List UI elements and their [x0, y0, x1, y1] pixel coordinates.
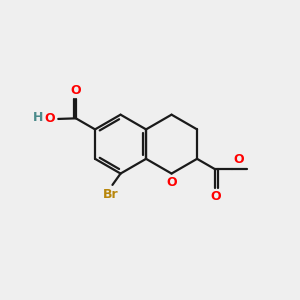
Text: O: O: [166, 176, 177, 189]
Text: Br: Br: [103, 188, 119, 201]
Text: O: O: [210, 190, 221, 203]
Text: O: O: [233, 154, 244, 166]
Text: H: H: [33, 111, 43, 124]
Text: O: O: [70, 84, 81, 97]
Text: O: O: [45, 112, 55, 125]
